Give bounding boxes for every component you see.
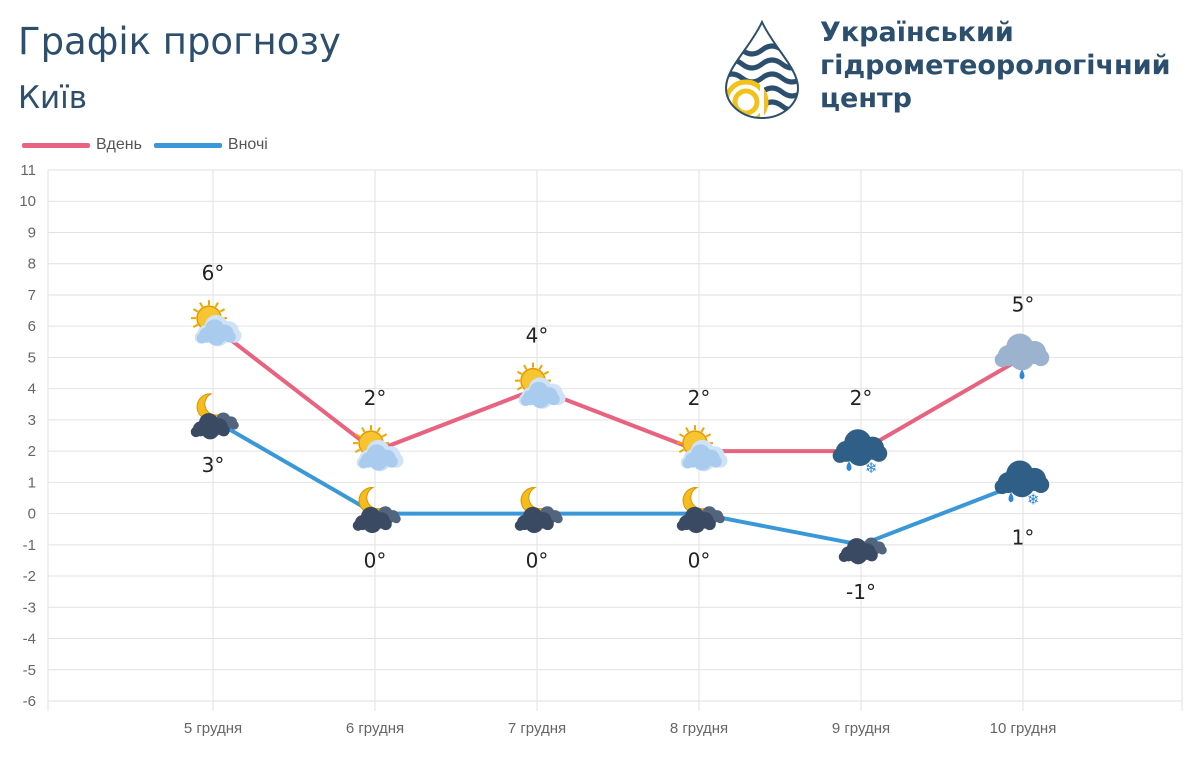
data-label: 0°: [364, 549, 387, 573]
svg-text:❄: ❄: [865, 459, 878, 477]
y-tick-label: 10: [19, 193, 36, 210]
data-label: -1°: [846, 580, 876, 604]
legend-item-day[interactable]: Вдень: [22, 136, 142, 154]
x-tick-label: 6 грудня: [346, 720, 404, 737]
cloud-rain-icon: [994, 333, 1050, 380]
logo-text: Український гідрометеорологічний центр: [820, 16, 1171, 115]
x-tick-label: 5 грудня: [184, 720, 242, 737]
data-label: 2°: [850, 386, 873, 410]
data-label: 0°: [688, 549, 711, 573]
y-tick-label: 5: [28, 349, 36, 366]
logo-line-1: Український: [820, 17, 1014, 48]
logo-line-3: центр: [820, 83, 912, 114]
y-tick-label: -3: [23, 599, 36, 616]
y-tick-label: 2: [28, 443, 36, 460]
moon-cloud-icon: [514, 487, 563, 534]
data-label: 2°: [688, 386, 711, 410]
dark-cloud-rain-snow-icon: ❄: [994, 460, 1050, 508]
data-label: 4°: [526, 324, 549, 348]
y-tick-label: 9: [28, 224, 36, 241]
y-tick-label: 1: [28, 474, 36, 491]
sun-cloud-icon: [515, 362, 566, 409]
y-tick-label: 3: [28, 412, 36, 429]
data-label: 3°: [202, 453, 225, 477]
y-tick-label: 4: [28, 381, 36, 398]
moon-cloud-icon: [676, 487, 725, 534]
y-tick-label: -1: [23, 537, 36, 554]
legend-label-night: Вночі: [227, 136, 268, 153]
x-tick-label: 8 грудня: [670, 720, 728, 737]
sun-cloud-icon: [191, 300, 242, 347]
legend-item-night[interactable]: Вночі: [153, 136, 268, 154]
data-label: 0°: [526, 549, 549, 573]
series-line-day: [211, 324, 1025, 454]
y-tick-label: 7: [28, 287, 36, 304]
legend-swatch-day: [22, 142, 90, 148]
y-tick-label: 0: [28, 506, 36, 523]
y-tick-label: 8: [28, 256, 36, 273]
moon-cloud-icon: [352, 487, 401, 534]
y-tick-label: -2: [23, 568, 36, 585]
svg-text:❄: ❄: [1027, 490, 1040, 508]
y-tick-label: -6: [23, 693, 36, 710]
moon-cloud-icon: [190, 393, 239, 440]
legend-swatch-night: [153, 142, 222, 148]
data-label: 1°: [1012, 525, 1035, 549]
y-tick-label: -5: [23, 662, 36, 679]
chart-title: Графік прогнозу: [18, 20, 341, 63]
x-tick-label: 7 грудня: [508, 720, 566, 737]
sun-cloud-icon: [353, 425, 404, 472]
sun-cloud-icon: [677, 425, 728, 472]
city-name: Київ: [18, 80, 88, 116]
dark-cloud-rain-snow-icon: ❄: [832, 429, 888, 477]
data-label: 6°: [202, 261, 225, 285]
night-cloud-icon: [838, 537, 887, 565]
data-label: 2°: [364, 386, 387, 410]
data-label: 5°: [1012, 292, 1035, 316]
legend: Вдень Вночі: [22, 136, 280, 154]
logo-line-2: гідрометеорологічний: [820, 50, 1171, 81]
y-tick-label: 6: [28, 318, 36, 335]
y-tick-label: 11: [20, 162, 36, 179]
series-line-night: [211, 418, 1024, 547]
legend-label-day: Вдень: [96, 136, 142, 153]
x-tick-label: 10 грудня: [990, 720, 1057, 737]
x-tick-label: 9 грудня: [832, 720, 890, 737]
drop-logo-icon: [724, 20, 800, 119]
y-tick-label: -4: [23, 631, 36, 648]
